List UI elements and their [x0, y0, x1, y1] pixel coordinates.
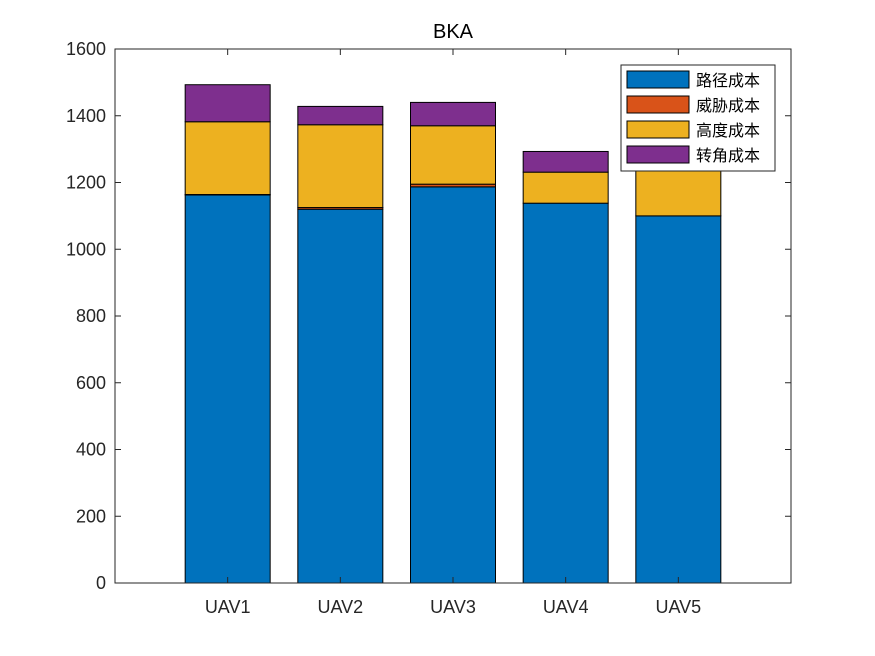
legend-label: 路径成本: [696, 71, 760, 90]
bar-uav1-series-4: [184, 84, 271, 123]
y-tick-label: 400: [76, 440, 106, 460]
legend-label: 高度成本: [696, 121, 760, 140]
bar-uav3-series-4: [410, 101, 496, 127]
legend-label: 威胁成本: [696, 96, 760, 115]
legend-label: 转角成本: [696, 146, 760, 165]
x-tick-label: UAV4: [543, 597, 589, 617]
bars-group: [184, 84, 722, 584]
axes-group: 0 200 400 600 800 1000 1200 1400 1600 UAV1 UAV2 UAV…: [66, 39, 792, 617]
bar-uav2-series-3: [297, 124, 384, 209]
bar-uav4-series-1: [522, 202, 609, 584]
legend-swatch: [626, 70, 690, 89]
bar-uav1-series-3: [184, 121, 271, 196]
y-tick-label: 0: [96, 573, 106, 593]
legend-swatch: [626, 95, 690, 114]
chart-title: BKA: [433, 21, 474, 43]
bar-uav5-series-1: [635, 215, 722, 584]
y-tick-label: 1000: [66, 239, 106, 259]
x-tick-label: UAV1: [205, 597, 251, 617]
y-tick-label: 1200: [66, 173, 106, 193]
bar-uav3-series-3: [410, 125, 496, 185]
bar-uav2-series-1: [297, 208, 384, 584]
legend-swatch: [626, 120, 690, 139]
bar-uav4-series-4: [522, 150, 609, 173]
bar-uav3-series-1: [410, 186, 496, 584]
x-tick-label: UAV3: [430, 597, 476, 617]
x-tick-label: UAV2: [317, 597, 363, 617]
y-tick-label: 1400: [66, 106, 106, 126]
y-tick-label: 600: [76, 373, 106, 393]
bar-uav2-series-4: [297, 105, 384, 126]
legend-swatch: [626, 145, 690, 164]
y-tick-label: 1600: [66, 39, 106, 59]
y-tick-label: 800: [76, 306, 106, 326]
bar-uav4-series-3: [522, 171, 609, 204]
y-tick-label: 200: [76, 506, 106, 526]
x-tick-label: UAV5: [655, 597, 701, 617]
bar-uav1-series-1: [184, 194, 271, 584]
